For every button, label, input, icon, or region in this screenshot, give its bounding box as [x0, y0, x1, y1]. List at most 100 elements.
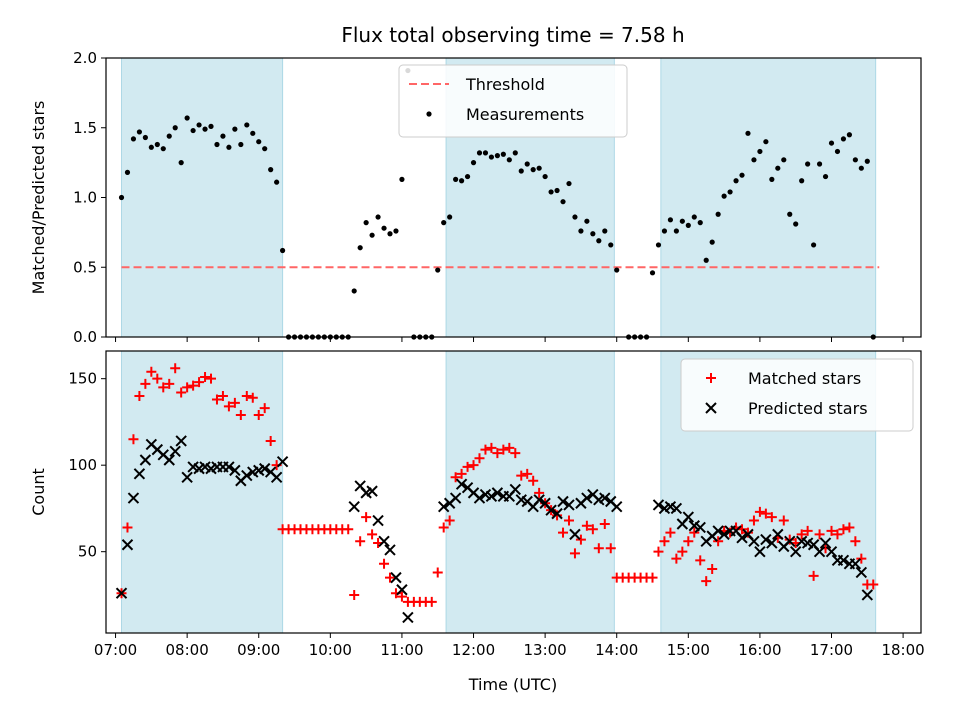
predicted-stars-point [825, 545, 838, 558]
measurement-point [781, 157, 787, 163]
predicted-stars-point [718, 528, 730, 541]
measurement-point [816, 161, 823, 167]
matched-stars-point [194, 377, 205, 388]
legend-box [680, 358, 914, 432]
measurement-point [709, 239, 715, 245]
matched-stars-point [850, 536, 861, 547]
matched-stars-point [677, 546, 688, 557]
measurement-point [506, 157, 512, 163]
measurement-point [679, 218, 685, 224]
measurement-point [691, 214, 697, 220]
measurement-point [148, 144, 154, 150]
predicted-stars-point [229, 464, 241, 477]
measurement-point [172, 125, 178, 131]
legend-measurement-swatch [426, 111, 432, 117]
shaded-band [121, 350, 284, 634]
x-tick-label: 15:00 [667, 641, 710, 659]
measurement-point [512, 150, 518, 156]
predicted-stars-point [139, 454, 152, 466]
predicted-stars-point [509, 483, 521, 496]
measurement-point [661, 228, 668, 234]
matched-stars-point [707, 563, 718, 574]
matched-stars-point [605, 543, 616, 554]
measurement-point [584, 218, 590, 224]
x-tick-label: 13:00 [524, 641, 567, 659]
measurement-point [256, 139, 262, 145]
matched-stars-point [343, 524, 354, 535]
measurement-point [602, 228, 608, 234]
y-tick-label: 1.5 [73, 119, 97, 137]
x-tick-label: 07:00 [94, 641, 137, 659]
y-tick-label: 1.0 [73, 189, 97, 207]
predicted-stars-point [611, 500, 623, 513]
matched-stars-point [748, 515, 759, 526]
measurement-point [596, 238, 602, 244]
measurement-point [799, 178, 805, 184]
matched-stars-point [164, 378, 175, 389]
matched-stars-point [683, 536, 694, 547]
measurement-point [721, 193, 727, 199]
x-tick-label: 09:00 [237, 641, 280, 659]
matched-stars-point [528, 475, 539, 486]
predicted-stars-point [437, 500, 450, 513]
predicted-stars-point [557, 495, 569, 508]
matched-stars-point [659, 536, 670, 547]
predicted-stars-point [563, 499, 575, 511]
matched-stars-point [217, 390, 228, 401]
matched-stars-point [766, 512, 777, 523]
predicted-stars-point [819, 537, 832, 549]
matched-stars-point [158, 382, 169, 393]
x-tick-label: 14:00 [595, 641, 638, 659]
measurement-point [572, 214, 578, 220]
matched-stars-point [188, 380, 199, 391]
measurement-point [566, 180, 572, 187]
measurement-point [357, 245, 363, 251]
measurement-point [464, 173, 471, 180]
predicted-stars-point [855, 566, 868, 579]
predicted-stars-point [784, 535, 796, 548]
matched-stars-point [468, 460, 479, 471]
measurement-point [435, 267, 441, 273]
predicted-stars-point [455, 478, 468, 490]
matched-stars-point [522, 468, 533, 479]
measurement-point [655, 242, 662, 248]
shaded-band [121, 57, 284, 338]
y-tick-label: 50 [78, 543, 97, 561]
matched-stars-point [569, 548, 580, 559]
measurement-point [488, 154, 495, 160]
measurement-point [393, 228, 399, 234]
predicted-stars-point [121, 539, 134, 551]
measurement-point [226, 144, 232, 150]
measurement-point [268, 167, 274, 173]
y-tick-label: 0.5 [73, 258, 97, 276]
matched-stars-point [593, 543, 604, 554]
measurement-point [118, 194, 125, 201]
measurement-point [793, 221, 799, 227]
measurement-point [190, 127, 196, 134]
measurement-point [834, 148, 841, 155]
matched-stars-point [480, 444, 491, 455]
predicted-stars-point [485, 490, 498, 503]
predicted-stars-point [270, 471, 283, 484]
matched-stars-point [742, 527, 753, 538]
matched-stars-point [844, 522, 855, 533]
matched-stars-point [534, 487, 545, 498]
x-tick-label: 17:00 [810, 641, 853, 659]
measurement-point [447, 214, 453, 220]
top-panel: 0.0 0.5 1.0 1.5 2.0 Matched/Predicted stars Th… [29, 49, 922, 346]
matched-stars-point [653, 546, 664, 557]
predicted-stars-point [115, 587, 128, 599]
measurement-point [178, 160, 184, 166]
measurement-point [160, 146, 166, 152]
legend-box [398, 64, 628, 138]
matched-stars-point [701, 576, 712, 587]
predicted-stars-point [849, 558, 862, 570]
predicted-stars-point [449, 492, 462, 504]
predicted-stars-point [181, 471, 193, 484]
shaded-band [660, 57, 877, 338]
predicted-stars-point [133, 468, 146, 480]
x-tick-label: 16:00 [738, 641, 781, 659]
measurement-point [805, 161, 811, 167]
measurement-point [727, 189, 733, 195]
measurement-point [703, 257, 709, 263]
